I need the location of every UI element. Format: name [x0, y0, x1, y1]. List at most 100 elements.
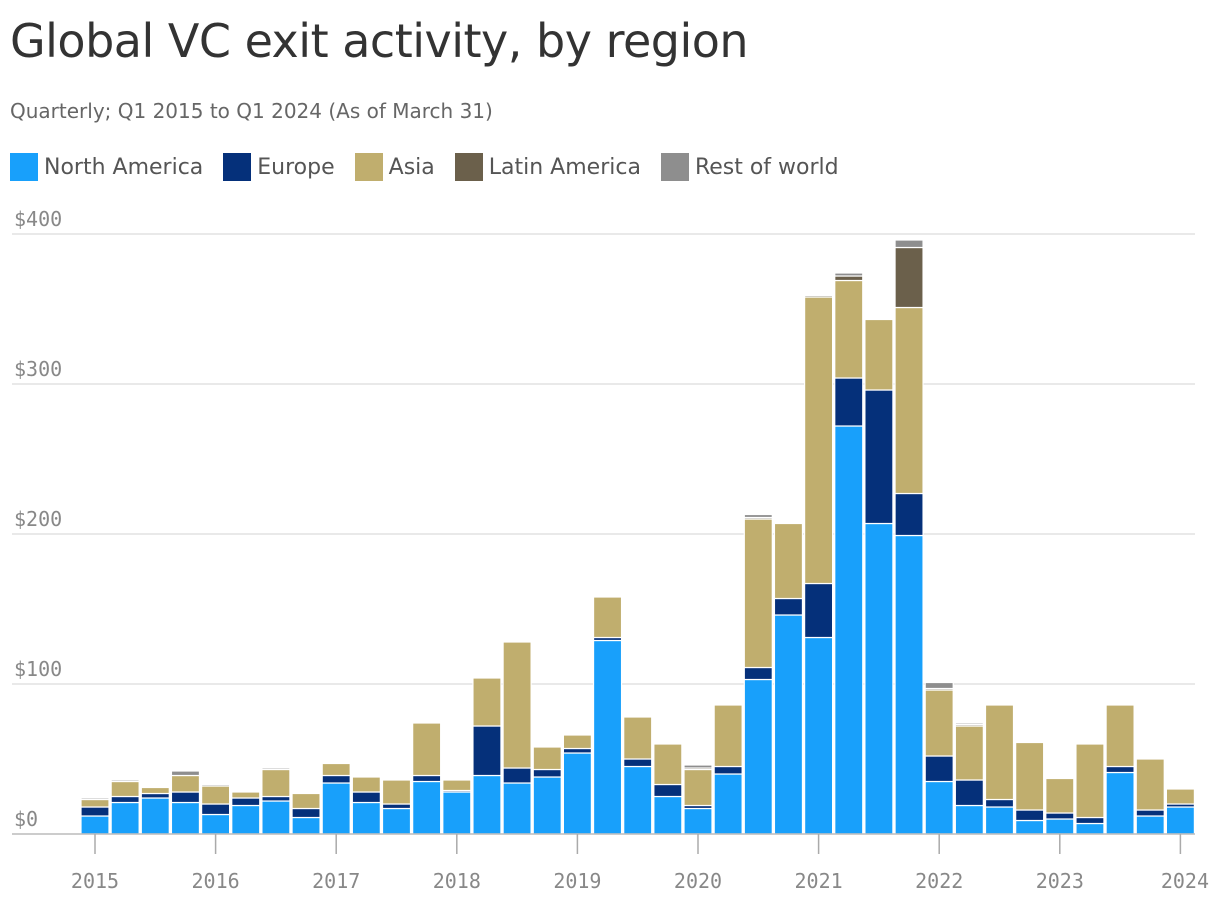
bar-segment-north-america: [381, 807, 412, 835]
bar-segment-north-america: [1135, 815, 1165, 835]
bar-segment-asia: [1165, 788, 1196, 805]
bar-segment-north-america: [834, 425, 864, 835]
bar-segment-north-america: [803, 636, 834, 835]
bar-segment-north-america: [110, 801, 140, 835]
bar-segment-north-america: [1105, 771, 1135, 835]
bar-segment-europe: [653, 783, 683, 798]
bar-stack-q1-2018: [442, 779, 472, 835]
bar-segment-europe: [170, 791, 201, 804]
bar-segment-asia: [773, 522, 804, 600]
bar-segment-rest-of-world: [924, 681, 954, 690]
bar-segment-rest-of-world: [110, 779, 140, 783]
bar-stack-q2-2019: [592, 596, 623, 835]
bar-segment-asia: [472, 677, 502, 727]
bar-segment-asia: [110, 780, 140, 798]
bar-segment-rest-of-world: [201, 783, 231, 787]
bar-stack-q1-2024: [1165, 788, 1196, 835]
bar-segment-north-america: [502, 782, 532, 835]
legend-swatch: [660, 153, 689, 181]
bar-stack-q1-2019: [562, 734, 593, 835]
bar-stack-q1-2015: [80, 797, 110, 835]
legend-label: Rest of world: [694, 154, 839, 180]
bar-segment-asia: [1075, 743, 1105, 819]
bar-segment-europe: [623, 758, 653, 768]
bar-stack-q2-2018: [472, 677, 502, 835]
bar-segment-asia: [442, 779, 472, 792]
bar-segment-north-america: [773, 614, 804, 835]
bar-segment-north-america: [562, 752, 593, 835]
bar-stack-q1-2023: [1045, 777, 1075, 835]
y-tick-label: $100: [14, 657, 62, 681]
bar-stack-q4-2016: [291, 792, 321, 835]
legend-swatch: [454, 153, 483, 181]
bar-segment-rest-of-world: [261, 767, 291, 771]
bar-segment-asia: [984, 704, 1015, 801]
bar-stack-q4-2020: [773, 522, 804, 835]
x-tick-label: 2021: [795, 869, 843, 893]
bar-stack-q3-2023: [1105, 704, 1135, 835]
bar-segment-rest-of-world: [834, 272, 864, 277]
bar-segment-latin-america: [803, 294, 834, 298]
bar-stack-q2-2016: [231, 791, 261, 835]
bar-stack-q3-2021: [864, 318, 894, 835]
bar-stack-q3-2017: [381, 779, 412, 835]
bar-segment-asia: [562, 734, 593, 750]
bar-segment-north-america: [201, 813, 231, 835]
y-tick-label: $300: [14, 357, 62, 381]
bar-segment-north-america: [924, 780, 954, 835]
legend-label: Asia: [388, 154, 435, 180]
bar-stack-q1-2022: [924, 681, 954, 835]
bar-segment-north-america: [80, 815, 110, 835]
bar-segment-rest-of-world: [80, 797, 110, 801]
bar-segment-asia: [140, 786, 170, 795]
bar-segment-north-america: [1045, 818, 1075, 835]
bar-segment-europe: [954, 779, 984, 807]
bar-segment-north-america: [140, 797, 170, 835]
chart-subtitle: Quarterly; Q1 2015 to Q1 2024 (As of Mar…: [10, 99, 493, 123]
bar-segment-asia: [653, 743, 683, 786]
bar-stack-q4-2023: [1135, 758, 1165, 835]
bar-segment-europe: [894, 492, 924, 537]
bar-segment-europe: [412, 774, 442, 783]
bar-segment-asia: [1135, 758, 1165, 811]
x-tick-label: 2016: [192, 869, 240, 893]
bar-segment-asia: [1105, 704, 1135, 768]
bar-segment-rest-of-world: [954, 722, 984, 726]
bar-segment-europe: [864, 389, 894, 525]
bar-segment-asia: [532, 746, 562, 771]
bar-stack-q4-2021: [894, 239, 924, 835]
bar-segment-north-america: [653, 795, 683, 835]
legend-item-rest-of-world: Rest of world: [660, 153, 839, 181]
legend-item-latin-america: Latin America: [454, 153, 641, 181]
bar-stack-q1-2021: [803, 294, 834, 835]
bar-segment-asia: [683, 768, 713, 807]
bar-stack-q2-2023: [1075, 743, 1105, 835]
y-tick-label: $200: [14, 507, 62, 531]
x-axis: [12, 833, 1195, 854]
chart-legend: North America Europe Asia Latin America Rest…: [10, 153, 859, 181]
bar-segment-rest-of-world: [170, 770, 201, 777]
legend-item-europe: Europe: [223, 153, 335, 181]
bar-segment-europe: [1075, 816, 1105, 825]
bar-segment-north-america: [592, 639, 623, 835]
bar-segment-asia: [201, 785, 231, 805]
bar-segment-europe: [291, 807, 321, 819]
x-tick-label: 2019: [553, 869, 601, 893]
bar-segment-europe: [1135, 809, 1165, 817]
bar-segment-north-america: [984, 806, 1015, 835]
y-tick-label: $400: [14, 207, 62, 231]
bar-segment-asia: [864, 318, 894, 391]
bar-segment-north-america: [351, 801, 381, 835]
bar-segment-asia: [592, 596, 623, 639]
bar-segment-north-america: [623, 765, 653, 835]
bar-segment-asia: [170, 774, 201, 793]
bar-segment-asia: [80, 798, 110, 808]
y-axis-labels: $0 $100 $200 $300 $400: [14, 207, 62, 831]
bar-segment-asia: [803, 296, 834, 585]
bar-segment-asia: [231, 791, 261, 799]
bar-segment-asia: [894, 306, 924, 495]
bar-segment-europe: [834, 377, 864, 427]
x-tick-label: 2023: [1036, 869, 1084, 893]
bar-stack-q1-2020: [683, 764, 713, 835]
